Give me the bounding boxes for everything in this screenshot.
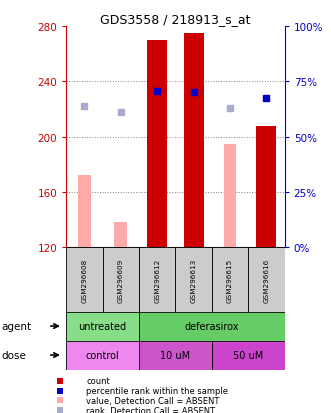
Point — [57, 387, 62, 394]
Point — [82, 104, 87, 110]
Text: GSM296609: GSM296609 — [118, 258, 124, 302]
Point — [57, 397, 62, 404]
Title: GDS3558 / 218913_s_at: GDS3558 / 218913_s_at — [100, 13, 251, 26]
Bar — [224, 144, 236, 248]
Text: GSM296615: GSM296615 — [227, 258, 233, 302]
Point — [264, 95, 269, 102]
Text: GSM296613: GSM296613 — [191, 258, 197, 302]
Text: percentile rank within the sample: percentile rank within the sample — [86, 386, 228, 395]
Text: 10 uM: 10 uM — [160, 350, 191, 360]
Text: agent: agent — [2, 321, 32, 331]
Bar — [66, 341, 139, 370]
Text: control: control — [86, 350, 119, 360]
Bar — [139, 312, 285, 341]
Bar — [78, 176, 91, 248]
Bar — [103, 248, 139, 312]
Point — [155, 88, 160, 95]
Bar — [257, 126, 276, 248]
Text: GSM296612: GSM296612 — [154, 258, 160, 302]
Text: untreated: untreated — [78, 321, 127, 331]
Bar — [139, 341, 212, 370]
Point — [57, 377, 62, 384]
Text: count: count — [86, 376, 110, 385]
Text: dose: dose — [2, 350, 26, 360]
Bar — [212, 341, 285, 370]
Text: rank, Detection Call = ABSENT: rank, Detection Call = ABSENT — [86, 406, 215, 413]
Text: GSM296608: GSM296608 — [81, 258, 87, 302]
Bar — [139, 248, 175, 312]
Text: value, Detection Call = ABSENT: value, Detection Call = ABSENT — [86, 396, 219, 405]
Bar — [175, 248, 212, 312]
Bar — [184, 34, 204, 248]
Bar — [248, 248, 285, 312]
Bar — [147, 40, 167, 248]
Text: 50 uM: 50 uM — [233, 350, 263, 360]
Bar — [212, 248, 248, 312]
Bar — [115, 223, 127, 248]
Bar — [66, 248, 103, 312]
Point — [191, 90, 196, 96]
Text: GSM296616: GSM296616 — [263, 258, 269, 302]
Point — [118, 109, 123, 116]
Point — [227, 105, 233, 112]
Point — [57, 407, 62, 413]
Text: deferasirox: deferasirox — [185, 321, 239, 331]
Bar — [66, 312, 139, 341]
